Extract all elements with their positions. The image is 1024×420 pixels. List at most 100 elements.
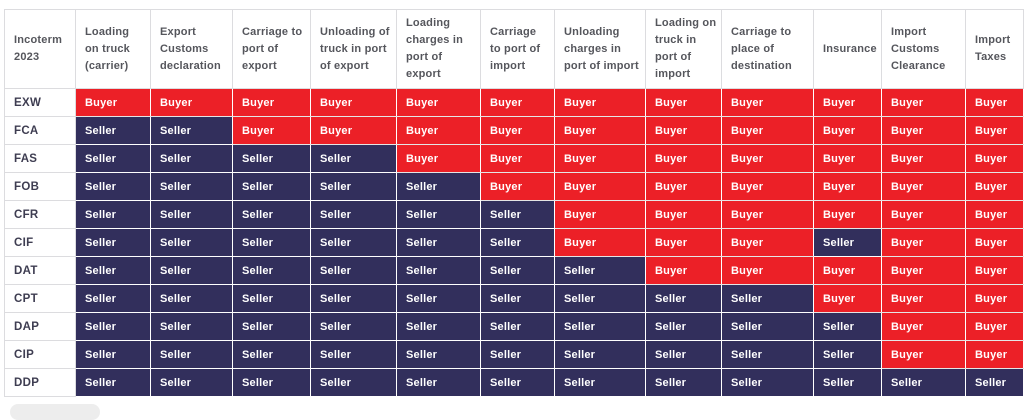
row-label: FAS bbox=[4, 144, 76, 174]
cell-buyer: Buyer bbox=[645, 172, 722, 202]
row-label: CFR bbox=[4, 200, 76, 230]
cell-seller: Seller bbox=[396, 368, 481, 398]
cell-seller: Seller bbox=[310, 228, 397, 258]
cell-seller: Seller bbox=[310, 172, 397, 202]
cell-seller: Seller bbox=[480, 340, 555, 370]
column-header: Import Taxes bbox=[965, 8, 1024, 90]
cell-buyer: Buyer bbox=[965, 284, 1024, 314]
cell-seller: Seller bbox=[310, 200, 397, 230]
cell-buyer: Buyer bbox=[881, 200, 966, 230]
cell-buyer: Buyer bbox=[813, 284, 882, 314]
cell-seller: Seller bbox=[232, 200, 311, 230]
cell-buyer: Buyer bbox=[396, 144, 481, 174]
cell-seller: Seller bbox=[813, 340, 882, 370]
cell-buyer: Buyer bbox=[554, 144, 646, 174]
cell-seller: Seller bbox=[396, 228, 481, 258]
column-header: Export Customs declaration bbox=[150, 8, 233, 90]
cell-seller: Seller bbox=[150, 256, 233, 286]
cell-seller: Seller bbox=[310, 312, 397, 342]
table-row: FOB Seller Seller Seller Seller Seller Buyer Bu… bbox=[4, 172, 1024, 202]
cell-buyer: Buyer bbox=[480, 172, 555, 202]
cell-buyer: Buyer bbox=[965, 172, 1024, 202]
cell-seller: Seller bbox=[150, 116, 233, 146]
cell-seller: Seller bbox=[554, 284, 646, 314]
cell-seller: Seller bbox=[554, 312, 646, 342]
cell-buyer: Buyer bbox=[554, 172, 646, 202]
column-header: Loading on truck in port of import bbox=[645, 8, 722, 90]
row-label: CPT bbox=[4, 284, 76, 314]
cell-buyer: Buyer bbox=[645, 200, 722, 230]
column-header: Unloading charges in port of import bbox=[554, 8, 646, 90]
cell-seller: Seller bbox=[813, 312, 882, 342]
cell-buyer: Buyer bbox=[554, 116, 646, 146]
cell-seller: Seller bbox=[396, 284, 481, 314]
cell-buyer: Buyer bbox=[965, 256, 1024, 286]
cell-seller: Seller bbox=[396, 340, 481, 370]
cell-seller: Seller bbox=[645, 368, 722, 398]
cell-seller: Seller bbox=[150, 312, 233, 342]
column-header: Import Customs Clearance bbox=[881, 8, 966, 90]
cell-seller: Seller bbox=[232, 340, 311, 370]
column-header: Carriage to place of destination bbox=[721, 8, 814, 90]
cell-buyer: Buyer bbox=[813, 200, 882, 230]
cell-buyer: Buyer bbox=[721, 88, 814, 118]
cell-seller: Seller bbox=[965, 368, 1024, 398]
cell-buyer: Buyer bbox=[721, 144, 814, 174]
column-header: Insurance bbox=[813, 8, 882, 90]
cell-buyer: Buyer bbox=[645, 228, 722, 258]
cell-seller: Seller bbox=[645, 284, 722, 314]
cell-seller: Seller bbox=[813, 368, 882, 398]
table-row: FCA Seller Seller Buyer Buyer Buyer Buyer Buyer… bbox=[4, 116, 1024, 146]
cell-seller: Seller bbox=[75, 228, 151, 258]
cell-seller: Seller bbox=[813, 228, 882, 258]
row-label: FCA bbox=[4, 116, 76, 146]
cell-buyer: Buyer bbox=[645, 116, 722, 146]
row-label: CIP bbox=[4, 340, 76, 370]
cell-buyer: Buyer bbox=[721, 256, 814, 286]
table-body: EXW Buyer Buyer Buyer Buyer Buyer Buyer Buyer Bu… bbox=[4, 88, 1024, 398]
cell-buyer: Buyer bbox=[881, 312, 966, 342]
cell-buyer: Buyer bbox=[232, 88, 311, 118]
cell-buyer: Buyer bbox=[965, 116, 1024, 146]
cell-seller: Seller bbox=[881, 368, 966, 398]
cell-seller: Seller bbox=[310, 368, 397, 398]
cell-buyer: Buyer bbox=[150, 88, 233, 118]
cell-seller: Seller bbox=[310, 256, 397, 286]
cell-seller: Seller bbox=[75, 256, 151, 286]
incoterms-table: Incoterm 2023 Loading on truck (carrier)… bbox=[4, 8, 1024, 398]
row-label: DAT bbox=[4, 256, 76, 286]
cell-seller: Seller bbox=[75, 172, 151, 202]
cell-seller: Seller bbox=[554, 256, 646, 286]
cell-buyer: Buyer bbox=[721, 172, 814, 202]
cell-seller: Seller bbox=[396, 200, 481, 230]
row-label: FOB bbox=[4, 172, 76, 202]
table-row: DAP Seller Seller Seller Seller Seller Seller S… bbox=[4, 312, 1024, 342]
cell-seller: Seller bbox=[310, 144, 397, 174]
cell-buyer: Buyer bbox=[480, 88, 555, 118]
cell-seller: Seller bbox=[75, 116, 151, 146]
corner-header: Incoterm 2023 bbox=[4, 8, 76, 90]
cell-buyer: Buyer bbox=[645, 88, 722, 118]
table-row: CIF Seller Seller Seller Seller Seller Seller B… bbox=[4, 228, 1024, 258]
cell-buyer: Buyer bbox=[232, 116, 311, 146]
cell-seller: Seller bbox=[232, 284, 311, 314]
cell-buyer: Buyer bbox=[554, 228, 646, 258]
cell-buyer: Buyer bbox=[881, 88, 966, 118]
cell-buyer: Buyer bbox=[965, 200, 1024, 230]
row-label: DAP bbox=[4, 312, 76, 342]
cell-buyer: Buyer bbox=[965, 312, 1024, 342]
cell-buyer: Buyer bbox=[881, 340, 966, 370]
cell-seller: Seller bbox=[232, 312, 311, 342]
incoterms-table-wrap: Incoterm 2023 Loading on truck (carrier)… bbox=[4, 8, 1024, 398]
row-label: DDP bbox=[4, 368, 76, 398]
cell-buyer: Buyer bbox=[813, 88, 882, 118]
cell-buyer: Buyer bbox=[721, 200, 814, 230]
cell-seller: Seller bbox=[396, 312, 481, 342]
cell-seller: Seller bbox=[150, 228, 233, 258]
cell-buyer: Buyer bbox=[881, 144, 966, 174]
cutoff-pill bbox=[10, 404, 100, 420]
cell-seller: Seller bbox=[310, 340, 397, 370]
cell-seller: Seller bbox=[232, 368, 311, 398]
cell-seller: Seller bbox=[480, 284, 555, 314]
cell-seller: Seller bbox=[75, 284, 151, 314]
